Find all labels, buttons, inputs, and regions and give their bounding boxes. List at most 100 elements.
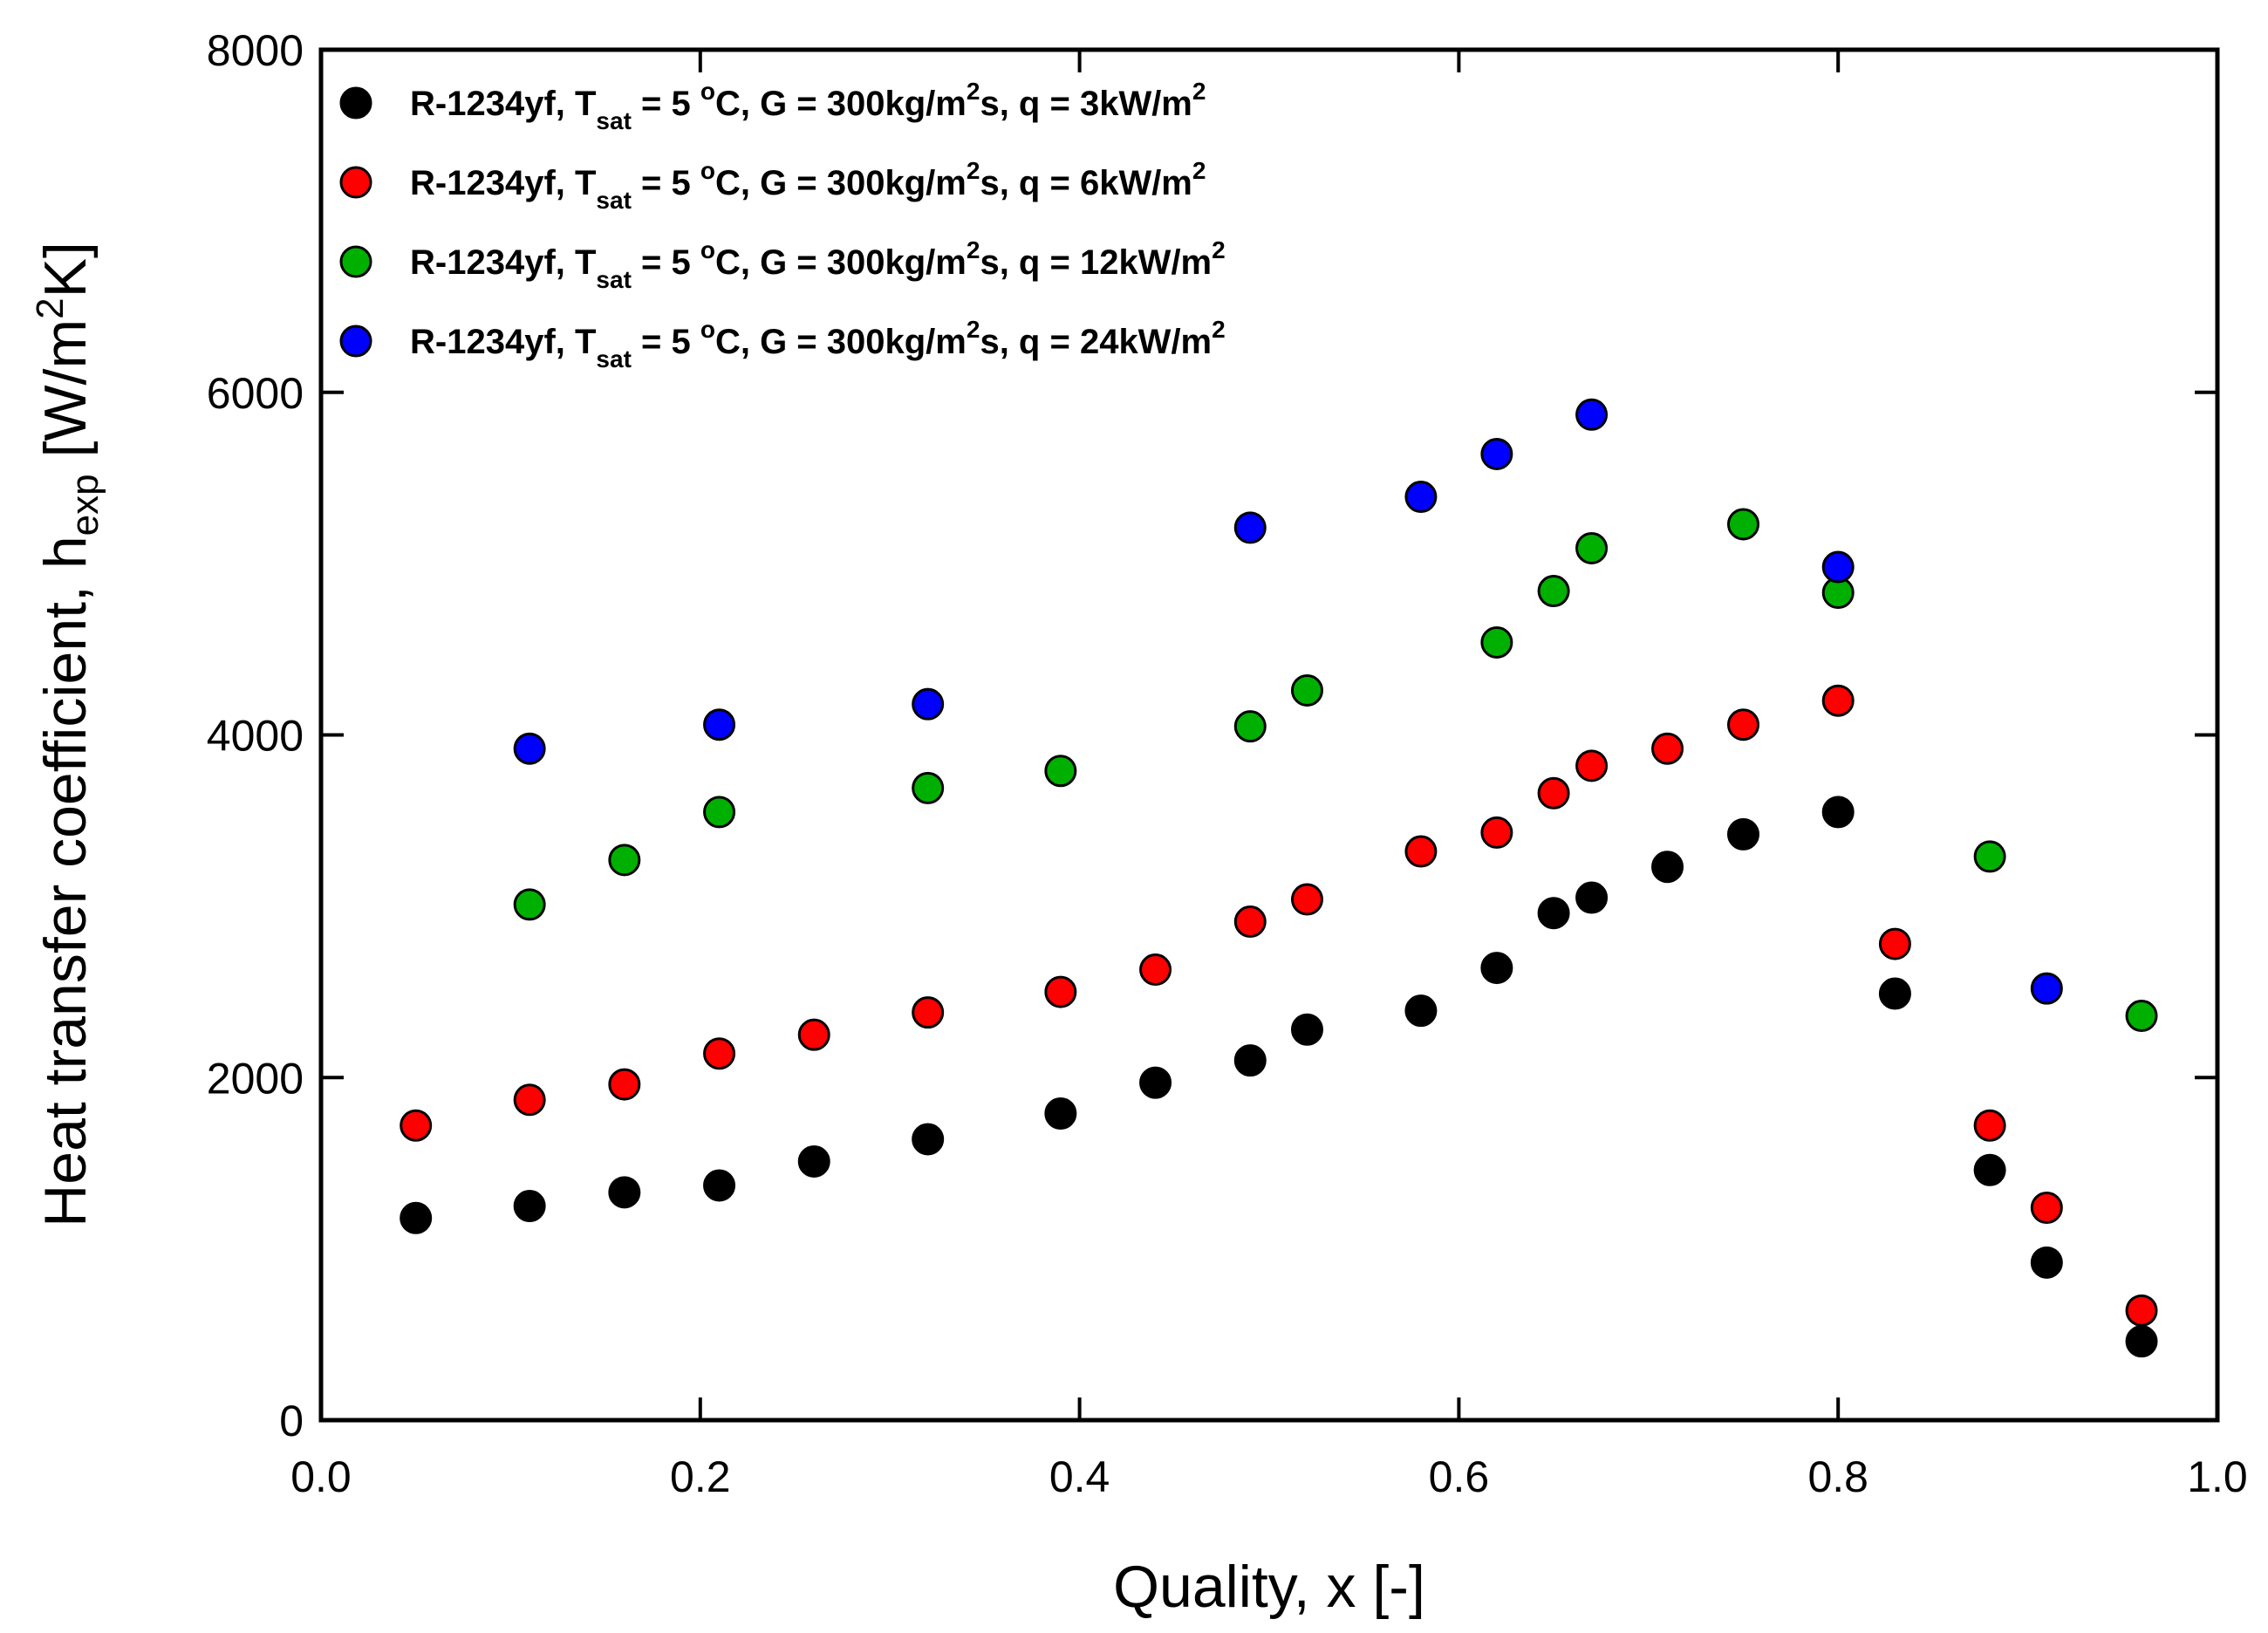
legend-entry: R-1234yf, Tsat = 5 oC, G = 300kg/m2s, q … <box>339 157 1206 214</box>
legend-label-sup1: o <box>700 78 715 105</box>
legend-label-sup2: 2 <box>967 316 980 343</box>
data-point <box>1821 684 1855 717</box>
legend-label-p1: R-1234yf, T <box>410 323 596 361</box>
legend-entry: R-1234yf, Tsat = 5 oC, G = 300kg/m2s, q … <box>339 236 1226 293</box>
legend-entry: R-1234yf, Tsat = 5 oC, G = 300kg/m2s, q … <box>339 316 1226 372</box>
data-point <box>1233 710 1267 743</box>
data-point <box>1878 977 1911 1010</box>
legend-label-sup2: 2 <box>967 236 980 263</box>
y-axis-title-sub: exp <box>64 474 106 536</box>
y-tick-label: 6000 <box>207 369 304 418</box>
x-tick-label: 0.4 <box>1049 1452 1110 1501</box>
data-point <box>1480 952 1513 985</box>
y-axis-title-unit-close: K] <box>32 242 99 297</box>
legend-label-sup1: o <box>700 157 715 184</box>
legend-label-p3: C, G = 300kg/m <box>715 323 967 361</box>
x-tick-label: 0.8 <box>1807 1452 1868 1501</box>
legend-label-sup1: o <box>700 316 715 343</box>
legend-label-p1: R-1234yf, T <box>410 243 596 282</box>
legend-label-sup3: 2 <box>1192 78 1206 105</box>
data-point <box>703 1169 736 1202</box>
x-tick-label: 0.2 <box>670 1452 731 1501</box>
legend-marker <box>339 166 372 199</box>
data-point <box>797 1144 830 1178</box>
legend-label-p3: C, G = 300kg/m <box>715 243 967 282</box>
data-point <box>1727 708 1759 741</box>
data-point <box>1233 1044 1267 1077</box>
data-point <box>1233 511 1267 544</box>
legend-label-p2: = 5 <box>632 85 700 123</box>
data-point <box>1651 732 1684 765</box>
data-point <box>912 996 945 1029</box>
data-point <box>1404 994 1438 1028</box>
data-point <box>608 1176 641 1209</box>
data-point <box>1575 881 1609 914</box>
legend-marker <box>339 325 372 358</box>
plot-frame <box>318 47 2220 1423</box>
legend-label-sup2: 2 <box>967 157 980 184</box>
data-point <box>1290 1013 1323 1046</box>
x-tick-label: 0.6 <box>1429 1452 1490 1501</box>
data-point <box>1044 1097 1077 1130</box>
data-point <box>1575 398 1609 431</box>
x-axis-title: Quality, x [-] <box>1113 1554 1425 1620</box>
legend-label: R-1234yf, Tsat = 5 oC, G = 300kg/m2s, q … <box>410 236 1226 293</box>
legend-label-sup3: 2 <box>1212 236 1226 263</box>
legend-label-p4: s, q = 12kW/m <box>980 243 1212 282</box>
legend-label-sup3: 2 <box>1212 316 1226 343</box>
data-point <box>703 708 736 741</box>
data-point <box>2125 1294 2158 1327</box>
data-point <box>1821 550 1855 584</box>
y-axis-title: Heat transfer coefficient, hexp [W/m2K] <box>29 242 106 1227</box>
y-tick-label: 0 <box>279 1397 304 1445</box>
legend-label-p2: = 5 <box>632 243 700 282</box>
legend-label: R-1234yf, Tsat = 5 oC, G = 300kg/m2s, q … <box>410 157 1206 214</box>
legend-label-p1: R-1234yf, T <box>410 164 596 202</box>
data-point <box>1575 749 1609 782</box>
data-point <box>1480 625 1513 659</box>
data-points <box>400 398 2158 1358</box>
data-point <box>912 771 945 804</box>
series-3 <box>513 508 2158 1033</box>
series-1 <box>400 796 2158 1358</box>
data-point <box>1821 796 1855 829</box>
data-point <box>1537 575 1570 608</box>
legend-marker <box>339 86 372 120</box>
legend-label-p3: C, G = 300kg/m <box>715 85 967 123</box>
legend-label-p1: R-1234yf, T <box>410 85 596 123</box>
data-point <box>1878 927 1911 960</box>
data-point <box>1404 835 1438 868</box>
data-point <box>513 732 546 765</box>
y-tick-label: 2000 <box>207 1054 304 1103</box>
legend-label-sub: sat <box>596 345 631 372</box>
data-point <box>1480 437 1513 470</box>
data-point <box>2030 972 2063 1005</box>
y-tick-label: 8000 <box>207 26 304 75</box>
legend-label-sup3: 2 <box>1192 157 1206 184</box>
legend-label: R-1234yf, Tsat = 5 oC, G = 300kg/m2s, q … <box>410 78 1206 134</box>
data-point <box>400 1201 433 1234</box>
data-point <box>912 687 945 721</box>
data-point <box>1973 840 2006 873</box>
data-point <box>1139 1066 1172 1099</box>
data-point <box>2125 1325 2158 1358</box>
legend-marker <box>339 245 372 278</box>
legend-label-p4: s, q = 6kW/m <box>980 164 1192 202</box>
legend-label-p4: s, q = 24kW/m <box>980 323 1212 361</box>
data-point <box>1139 953 1172 987</box>
legend-entry: R-1234yf, Tsat = 5 oC, G = 300kg/m2s, q … <box>339 78 1206 134</box>
data-point <box>513 888 546 921</box>
y-axis-title-main: Heat transfer coefficient, h <box>32 536 99 1227</box>
data-point <box>608 844 641 877</box>
x-tick-label: 1.0 <box>2187 1452 2248 1501</box>
data-point <box>1973 1109 2006 1142</box>
data-point <box>2030 1246 2063 1279</box>
data-point <box>1044 755 1077 788</box>
data-point <box>2125 1000 2158 1033</box>
legend-label-sub: sat <box>596 107 631 134</box>
data-point <box>1233 905 1267 939</box>
data-point <box>400 1109 433 1142</box>
legend-label-p2: = 5 <box>632 323 700 361</box>
data-point <box>797 1018 830 1051</box>
